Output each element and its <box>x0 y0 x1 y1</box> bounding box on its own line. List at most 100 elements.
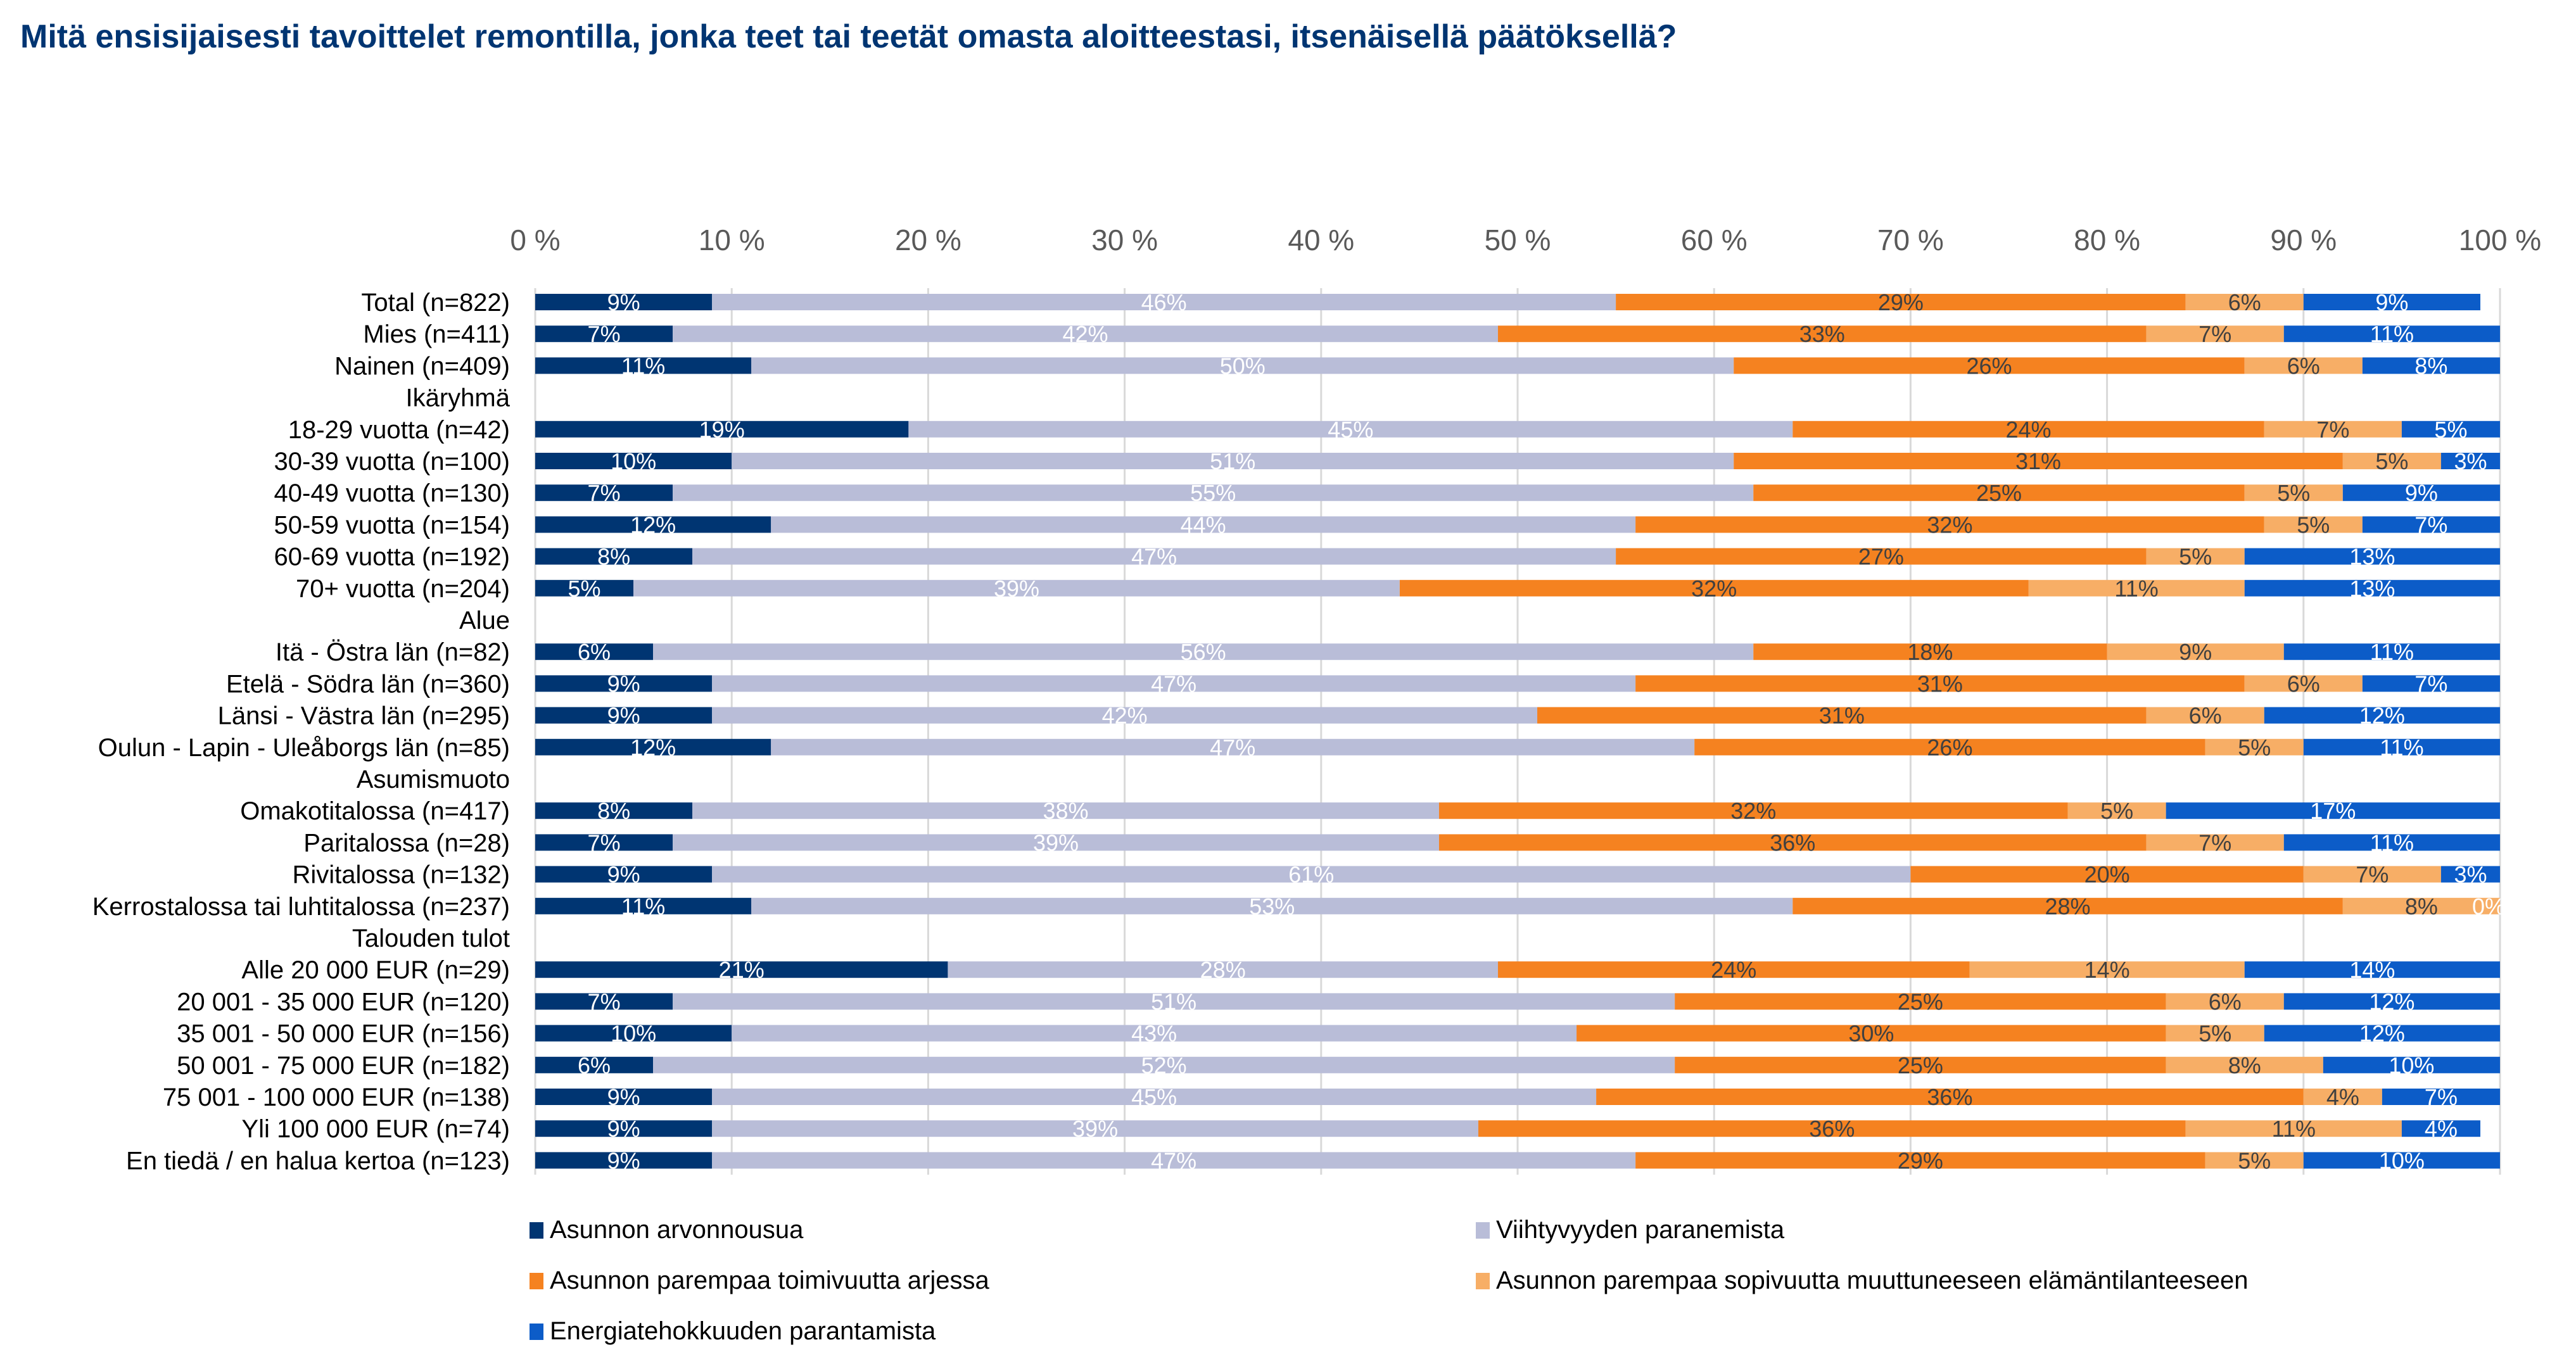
data-label: 6% <box>578 1052 611 1078</box>
bar-segment <box>2283 993 2500 1010</box>
bar-segment <box>535 294 713 310</box>
data-label: 39% <box>1072 1116 1118 1142</box>
bar-segment <box>1734 453 2343 469</box>
legend-swatch <box>1476 1222 1490 1239</box>
category-label: Alle 20 000 EUR (n=29) <box>241 956 510 984</box>
data-label: 52% <box>1141 1052 1187 1078</box>
bar-segment <box>2185 294 2304 310</box>
bar-segment <box>535 325 673 343</box>
bar-segment <box>535 1056 654 1073</box>
data-label: 9% <box>2179 639 2212 665</box>
bar-segment <box>732 453 1734 469</box>
bar-segment <box>2303 866 2441 883</box>
data-label: 32% <box>1927 512 1972 538</box>
bar-segment <box>712 294 1616 310</box>
bar-segment <box>1792 897 2343 914</box>
category-label: Asumismuoto <box>357 766 510 793</box>
data-label: 36% <box>1770 830 1815 856</box>
bar-segment <box>712 1089 1597 1105</box>
data-label: 30% <box>1848 1021 1894 1047</box>
bar-segment <box>732 1025 1577 1042</box>
bar-segment <box>1537 707 2147 724</box>
category-label: Total (n=822) <box>361 289 510 317</box>
bar-segment <box>535 357 752 374</box>
bar-segment <box>535 643 654 660</box>
data-label: 6% <box>2189 703 2222 729</box>
data-label: 5% <box>2198 1021 2231 1047</box>
category-labels: Total (n=822) Mies (n=411) Nainen (n=409) I… <box>92 289 511 1175</box>
data-label: 4% <box>2326 1084 2359 1110</box>
bar-segment <box>2362 675 2500 692</box>
data-label: 10% <box>2389 1052 2434 1078</box>
bar-segment <box>908 420 1793 438</box>
data-label: 11% <box>2370 830 2414 856</box>
data-label: 36% <box>1927 1084 1972 1110</box>
data-label: 26% <box>1966 353 2012 379</box>
bar-segment <box>2166 802 2500 819</box>
data-label: 14% <box>2349 957 2395 983</box>
bar-segment <box>535 675 713 692</box>
bar-segment <box>1675 993 2166 1010</box>
data-label: 32% <box>1730 798 1776 824</box>
bar-segment <box>712 707 1538 724</box>
data-label: 12% <box>630 512 676 538</box>
data-label: 5% <box>2179 544 2212 570</box>
bar-segment <box>535 1152 713 1169</box>
bar-segment <box>1596 1089 2304 1105</box>
legend-swatch <box>530 1222 543 1239</box>
data-labels: 9% 46% 29% 6% 9%7% 42% 33% 7% 11%11% 50% 26% 6% 8%19… <box>568 289 2505 1173</box>
data-label: 5% <box>2434 417 2467 443</box>
data-label: 10% <box>2379 1147 2425 1173</box>
bar-segment <box>771 516 1636 533</box>
data-label: 28% <box>2045 894 2091 919</box>
data-label: 6% <box>2228 289 2261 315</box>
data-label: 50% <box>1220 353 1266 379</box>
data-label: 5% <box>2375 448 2408 474</box>
data-label: 6% <box>2287 353 2320 379</box>
bar-segment <box>1635 1152 2205 1169</box>
data-label: 10% <box>611 1021 656 1047</box>
data-label: 9% <box>607 1084 640 1110</box>
data-label: 38% <box>1043 798 1089 824</box>
x-tick-label: 10 % <box>699 224 765 256</box>
bar-segment <box>2283 325 2500 343</box>
bar-segment <box>535 484 673 502</box>
data-label: 7% <box>588 321 621 347</box>
bar-segment <box>2185 1120 2402 1137</box>
data-label: 26% <box>1927 735 1972 761</box>
bar-segment <box>2166 1025 2264 1042</box>
bar-segment <box>2146 834 2284 851</box>
chart-title: Mitä ensisijaisesti tavoittelet remontil… <box>20 18 1677 55</box>
data-label: 51% <box>1210 448 1255 474</box>
data-label: 39% <box>1033 830 1079 856</box>
data-label: 7% <box>2198 321 2231 347</box>
data-label: 27% <box>1858 544 1904 570</box>
data-label: 33% <box>1799 321 1845 347</box>
category-label: Mies (n=411) <box>363 320 510 348</box>
data-label: 29% <box>1878 289 1924 315</box>
data-label: 21% <box>719 957 765 983</box>
bar-segment <box>535 1120 713 1137</box>
data-label: 24% <box>1711 957 1756 983</box>
category-label: Kerrostalossa tai luhtitalossa (n=237) <box>92 893 510 921</box>
category-label: Itä - Östra län (n=82) <box>276 638 510 666</box>
bar-segment <box>2107 643 2284 660</box>
category-label: En tiedä / en halua kertoa (n=123) <box>126 1147 510 1175</box>
category-label: 70+ vuotta (n=204) <box>296 575 510 603</box>
bar-segment <box>1910 866 2304 883</box>
data-label: 36% <box>1809 1116 1855 1142</box>
legend-label: Viihtyvyyden paranemista <box>1496 1216 1785 1244</box>
data-label: 44% <box>1181 512 1226 538</box>
bar-segment <box>1753 643 2107 660</box>
data-label: 6% <box>2287 671 2320 697</box>
x-axis-ticks: 0 % 10 % 20 % 30 % 40 % 50 % 60 % 70 % 80 % 90 % 1… <box>510 224 2541 256</box>
data-label: 5% <box>2277 480 2310 506</box>
bar-segment <box>1438 802 2068 819</box>
data-label: 6% <box>2209 989 2242 1014</box>
bar-segment <box>2440 453 2500 469</box>
bar-segment <box>535 738 771 755</box>
data-label: 11% <box>2370 639 2414 665</box>
category-label: Nainen (n=409) <box>334 352 510 380</box>
bar-segment <box>535 897 752 914</box>
category-label: 50-59 vuotta (n=154) <box>274 511 510 539</box>
